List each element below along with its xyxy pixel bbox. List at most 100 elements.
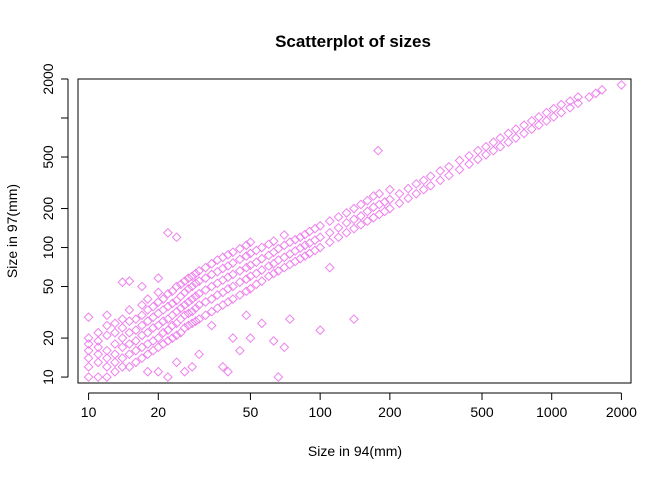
data-point [102,330,112,341]
x-tick-label: 10 [81,404,97,420]
data-point [223,283,233,294]
data-point [234,243,245,254]
data-point [212,278,223,289]
data-point [175,279,186,290]
data-point [556,99,567,110]
data-point [234,290,245,300]
data-point [362,195,373,206]
data-point [153,333,164,343]
data-point [179,300,190,310]
y-tick-label: 100 [40,236,56,260]
data-point [533,111,544,122]
data-point [158,304,169,315]
data-point [349,214,359,225]
data-point [241,310,252,321]
data-point [241,262,252,273]
data-point [228,258,238,268]
data-point [495,141,506,152]
data-point [162,227,173,238]
data-point [394,188,405,199]
data-point [117,333,128,343]
data-point [565,96,575,107]
data-point [300,229,310,240]
data-point [356,211,366,221]
data-point [83,339,94,349]
data-point [153,366,164,377]
data-point [284,249,295,259]
data-point [548,103,559,114]
y-tick-label: 2000 [40,63,56,94]
x-axis: 10 20 50 100 200 500 1000 2000 [81,392,637,420]
data-point [93,342,104,353]
data-point [83,372,94,382]
data-point [573,98,584,109]
data-point [251,245,262,256]
data-point [425,180,436,191]
data-point [102,345,112,356]
data-point [384,203,395,214]
data-point [411,188,422,199]
data-point [290,234,301,245]
data-point [179,322,190,333]
data-point [117,314,128,325]
data-point [279,240,290,251]
data-point [142,366,153,377]
data-point [162,325,173,336]
data-point [137,330,147,341]
data-point [83,333,94,343]
data-point [526,124,537,135]
x-tick-label: 2000 [606,404,637,420]
data-point [245,237,256,248]
data-point [234,254,245,265]
x-axis-label: Size in 94(mm) [308,443,402,459]
data-point [206,306,217,317]
data-point [187,281,198,292]
data-point [194,314,204,325]
data-point [162,372,173,382]
data-point [194,300,204,310]
data-point [200,273,211,284]
data-point [212,266,223,277]
data-point [279,252,290,263]
data-point [519,128,530,139]
data-point [548,111,559,122]
data-point [148,301,159,312]
data-point [256,242,267,253]
data-point [510,124,521,135]
data-point [124,349,135,360]
data-point [93,349,104,360]
data-point [556,107,567,118]
x-tick-label: 1000 [536,404,567,420]
data-point [241,251,252,261]
data-point [93,336,104,346]
data-point [190,278,201,289]
y-axis: 10 20 50 100 200 500 2000 [40,63,69,385]
data-point [110,339,120,349]
data-point [324,216,335,226]
data-point [117,353,128,364]
data-point [162,288,173,299]
data-point [217,275,228,286]
data-point [284,314,295,325]
data-point [167,320,178,331]
data-point [256,276,267,287]
data-point [444,170,454,181]
data-point [130,336,141,346]
data-point [190,291,201,302]
data-point [384,194,395,205]
data-point [573,92,584,102]
data-point [148,336,159,346]
data-point [341,208,352,218]
data-point [590,88,601,99]
data-point [273,255,284,265]
data-point [142,294,153,304]
data-point [158,294,169,304]
data-point [171,232,182,243]
data-point [137,353,147,364]
data-point [379,206,390,217]
data-point [110,349,120,360]
data-point [228,269,238,280]
data-point [444,161,454,172]
data-point [179,276,190,287]
